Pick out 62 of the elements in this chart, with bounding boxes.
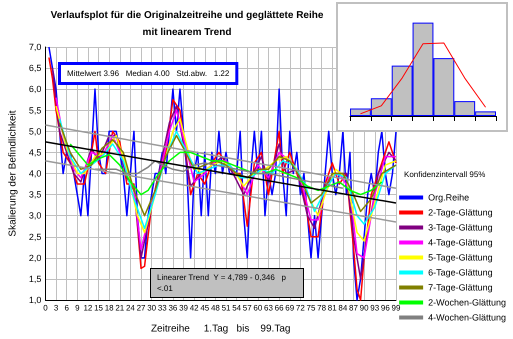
legend-label: 2-Tage-Glättung bbox=[428, 208, 493, 218]
x-tick-label: 84 bbox=[338, 304, 348, 312]
annotation: Mittelwert 3.96 Median 4.00 Std.abw. 1.22 bbox=[67, 69, 230, 78]
x-tick-label: 0 bbox=[43, 304, 48, 312]
x-axis-title: Zeitreihe 1.Tag bis 99.Tag bbox=[150, 324, 290, 334]
x-tick-label: 27 bbox=[136, 304, 146, 312]
x-tick-label: 6 bbox=[64, 304, 70, 312]
x-tick-label: 51 bbox=[222, 304, 232, 312]
x-tick-label: 24 bbox=[126, 304, 136, 312]
x-tick-label: 69 bbox=[285, 304, 295, 312]
x-tick-label: 30 bbox=[147, 304, 157, 312]
x-tick-label: 12 bbox=[83, 304, 93, 312]
x-tick-label: 66 bbox=[274, 304, 284, 312]
annotation: Linearer Trend Y = 4,789 - 0,346 p <.01 bbox=[157, 273, 288, 293]
text: Konfidenzintervall 95% bbox=[404, 170, 486, 179]
y-tick-label: 3,5 bbox=[28, 190, 42, 200]
legend-label: 4-Wochen-Glättung bbox=[428, 312, 506, 322]
x-tick-label: 72 bbox=[296, 304, 306, 312]
y-tick-label: 7,0 bbox=[28, 42, 42, 52]
legend-label: 7-Tage-Glättung bbox=[428, 282, 493, 292]
y-tick-label: 5,0 bbox=[28, 126, 42, 136]
legend-label: 3-Tage-Glättung bbox=[428, 222, 493, 232]
legend-label: 6-Tage-Glättung bbox=[428, 268, 493, 278]
x-tick-label: 57 bbox=[242, 304, 252, 312]
x-tick-label: 93 bbox=[370, 304, 380, 312]
x-tick-label: 39 bbox=[179, 304, 189, 312]
y-axis-title: Skalierung der Befindlichkeit bbox=[8, 110, 18, 237]
x-tick-label: 33 bbox=[158, 304, 168, 312]
x-tick-label: 9 bbox=[75, 304, 80, 312]
x-tick-label: 21 bbox=[115, 304, 125, 312]
x-tick-label: 90 bbox=[360, 304, 370, 312]
x-tick-label: 96 bbox=[380, 304, 390, 312]
x-tick-label: 87 bbox=[349, 304, 358, 312]
legend-label: 4-Tage-Glättung bbox=[428, 238, 493, 248]
y-tick-label: 1,0 bbox=[28, 295, 42, 305]
y-tick-label: 6,5 bbox=[28, 63, 42, 74]
y-tick-label: 2,5 bbox=[28, 232, 42, 242]
x-tick-label: 54 bbox=[232, 304, 242, 312]
chart-title: Verlaufsplot für die Originalzeitreihe und geglättete Reihe mit linearem Trend bbox=[50, 10, 324, 38]
y-tick-label: 5,5 bbox=[28, 105, 42, 116]
legend-label: 2-Wochen-Glättung bbox=[428, 298, 506, 308]
x-tick-label: 78 bbox=[317, 304, 327, 312]
x-tick-label: 36 bbox=[168, 304, 178, 312]
y-tick-label: 3,0 bbox=[28, 210, 42, 221]
y-tick-label: 6,0 bbox=[28, 84, 42, 94]
x-tick-label: 45 bbox=[200, 304, 210, 312]
x-tick-label: 42 bbox=[190, 304, 200, 312]
legend-label: 5-Tage-Glättung bbox=[428, 252, 493, 262]
y-tick-label: 4,0 bbox=[28, 168, 42, 178]
legend-label: Org.Reihe bbox=[428, 192, 470, 202]
x-tick-label: 3 bbox=[54, 304, 59, 312]
x-tick-label: 48 bbox=[210, 304, 220, 312]
x-tick-label: 99 bbox=[392, 304, 401, 312]
x-tick-label: 60 bbox=[253, 304, 263, 312]
y-tick-label: 4,5 bbox=[28, 147, 42, 158]
x-tick-label: 15 bbox=[94, 304, 104, 312]
x-tick-label: 18 bbox=[104, 304, 114, 312]
x-tick-label: 75 bbox=[306, 304, 316, 312]
y-tick-label: 1,5 bbox=[28, 274, 42, 284]
y-tick-label: 2,0 bbox=[28, 252, 42, 263]
x-tick-label: 63 bbox=[264, 304, 274, 312]
x-tick-label: 81 bbox=[328, 304, 338, 312]
